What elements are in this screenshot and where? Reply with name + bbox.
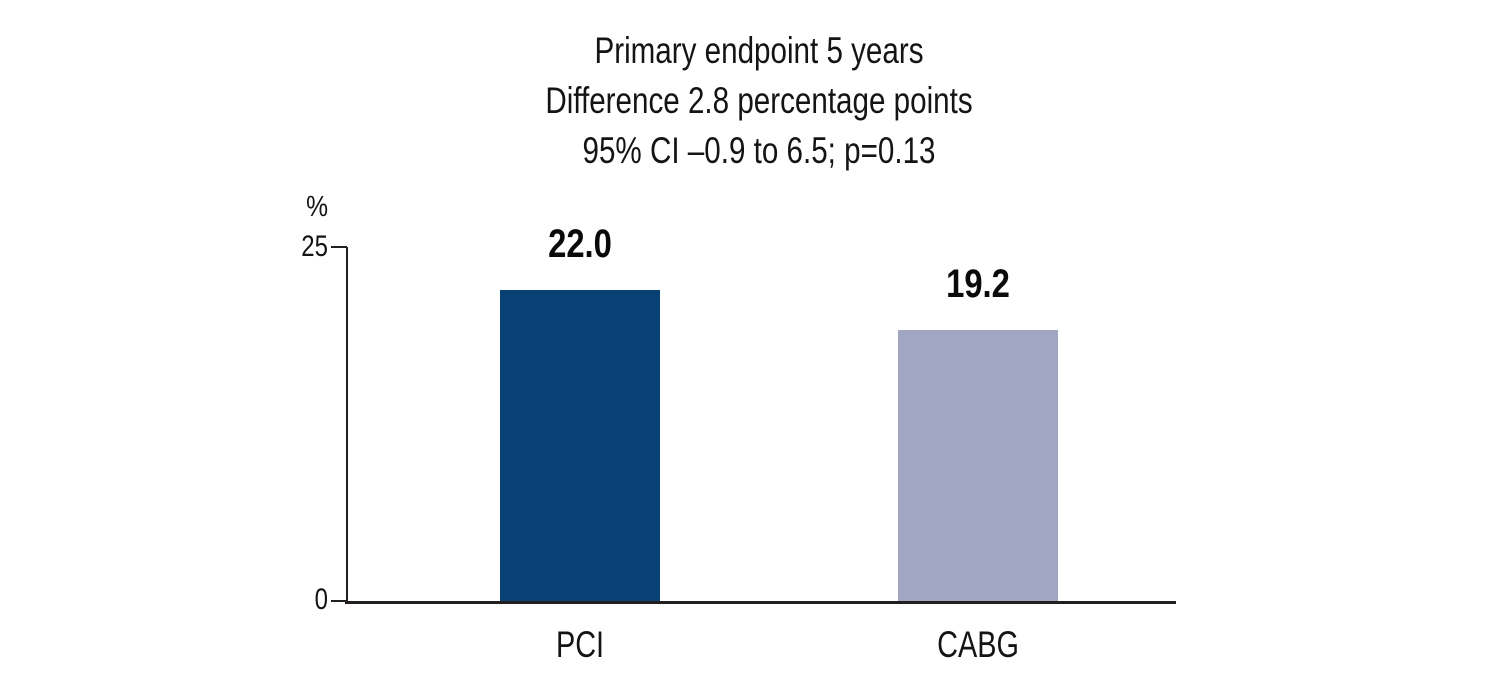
bar-cabg bbox=[898, 330, 1058, 603]
y-axis-line bbox=[346, 247, 348, 603]
x-axis-line bbox=[345, 601, 1176, 604]
y-tick-label-0: 0 bbox=[314, 583, 328, 616]
chart-title-line-3: 95% CI –0.9 to 6.5; p=0.13 bbox=[582, 130, 936, 171]
value-label-pci: 22.0 bbox=[548, 222, 612, 266]
bar-column-pci bbox=[500, 247, 660, 603]
category-label-pci: PCI bbox=[555, 624, 605, 665]
y-tick-mark-25 bbox=[331, 246, 347, 248]
chart-title: Primary endpoint 5 years Difference 2.8 … bbox=[455, 26, 1063, 176]
category-label-cabg: CABG bbox=[937, 624, 1019, 665]
bar-column-cabg bbox=[898, 247, 1058, 603]
y-axis-unit-label: % bbox=[306, 191, 328, 223]
y-tick-label-25: 25 bbox=[301, 230, 328, 263]
y-tick-mark-0 bbox=[331, 600, 347, 602]
bar-pci bbox=[500, 290, 660, 603]
chart-title-line-1: Primary endpoint 5 years bbox=[594, 30, 924, 71]
value-label-cabg: 19.2 bbox=[946, 262, 1010, 306]
chart-title-line-2: Difference 2.8 percentage points bbox=[545, 80, 973, 121]
